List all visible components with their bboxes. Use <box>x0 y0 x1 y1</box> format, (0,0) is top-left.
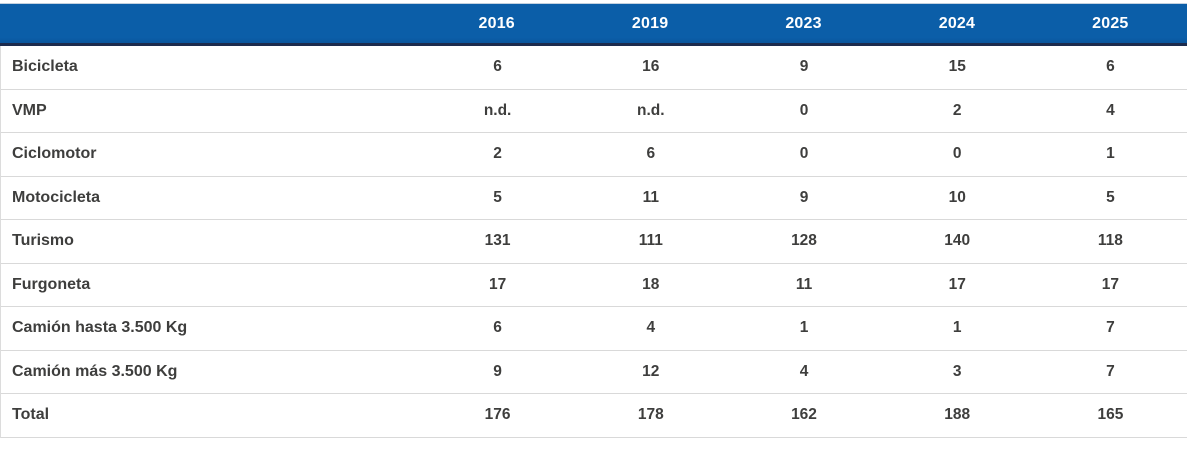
row-value-cell: 9 <box>799 58 809 76</box>
row-value-cell: 0 <box>952 145 962 163</box>
table-row: Bicicleta 6 16 9 15 6 <box>1 46 1187 90</box>
row-value-cell: 17 <box>948 275 966 293</box>
row-value-cell: 162 <box>791 406 817 424</box>
table-row: Camión hasta 3.500 Kg 6 4 1 1 7 <box>1 307 1187 351</box>
header-year-cell: 2016 <box>478 14 515 32</box>
row-value-cell: 3 <box>952 362 962 380</box>
header-year-cell: 2023 <box>785 14 822 32</box>
table-row: Motocicleta 5 11 9 10 5 <box>1 176 1187 220</box>
row-value-cell: 118 <box>1097 232 1123 250</box>
row-value-cell: 128 <box>791 232 817 250</box>
row-value-cell: 9 <box>799 188 809 206</box>
row-value-cell: 7 <box>1106 362 1115 380</box>
row-label: Ciclomotor <box>12 145 97 163</box>
row-value-cell: 6 <box>493 58 502 76</box>
row-value-cell: 7 <box>1106 319 1115 337</box>
row-value-cell: 17 <box>1101 275 1120 293</box>
row-label: Camión hasta 3.500 Kg <box>12 319 188 337</box>
row-value-cell: 1 <box>952 319 962 337</box>
row-value-cell: 6 <box>493 319 502 337</box>
row-value-cell: 9 <box>493 362 502 380</box>
row-value-cell: 10 <box>948 188 966 206</box>
row-value-cell: 12 <box>642 362 660 380</box>
header-year-cell: 2019 <box>631 14 669 32</box>
row-value-cell: 11 <box>642 188 659 206</box>
header-year-cell: 2024 <box>938 14 976 32</box>
row-value-cell: 0 <box>799 101 809 119</box>
row-value-cell: 111 <box>638 232 663 250</box>
row-label: Bicicleta <box>12 58 78 76</box>
row-value-cell: n.d. <box>637 101 665 119</box>
row-value-cell: 15 <box>948 58 966 76</box>
row-label: Furgoneta <box>12 275 91 293</box>
row-value-cell: 140 <box>944 232 971 250</box>
table-row: Camión más 3.500 Kg 9 12 4 3 7 <box>1 350 1187 394</box>
row-value-cell: 1 <box>799 319 809 337</box>
row-value-cell: 4 <box>646 319 656 337</box>
row-label: Camión más 3.500 Kg <box>12 362 178 380</box>
table-row: Furgoneta 17 18 11 17 17 <box>1 263 1187 307</box>
row-value-cell: 11 <box>795 275 813 293</box>
row-value-cell: 188 <box>944 406 971 424</box>
row-value-cell: 131 <box>484 232 511 250</box>
row-value-cell: 2 <box>952 101 962 119</box>
row-value-cell: 165 <box>1097 406 1124 424</box>
row-label: Turismo <box>12 232 74 250</box>
table-row: Turismo 131 111 128 140 118 <box>1 220 1187 264</box>
table-row: Total 176 178 162 188 165 <box>1 394 1187 438</box>
table-row: Ciclomotor 2 6 0 0 1 <box>1 133 1187 177</box>
page: 2016 2019 2023 2024 2025 Bicicleta 6 16 9 15 6 VMP… <box>0 3 1200 449</box>
row-label: Total <box>12 406 50 424</box>
row-label: Motocicleta <box>12 188 101 206</box>
row-value-cell: 0 <box>799 145 809 163</box>
row-value-cell: 5 <box>493 188 502 206</box>
row-value-cell: 4 <box>799 362 809 380</box>
row-value-cell: 2 <box>493 145 502 163</box>
table-body: Bicicleta 6 16 9 15 6 VMP n.d. n.d. 0 2 4 Ciclomotor… <box>0 46 1187 438</box>
table-header-row: 2016 2019 2023 2024 2025 <box>0 3 1187 46</box>
row-value-cell: 178 <box>637 406 664 424</box>
row-value-cell: 17 <box>488 275 507 293</box>
row-value-cell: 6 <box>646 145 656 163</box>
vehicle-by-year-table: 2016 2019 2023 2024 2025 Bicicleta 6 16 9 15 6 VMP… <box>0 3 1187 438</box>
row-label: VMP <box>12 101 47 119</box>
row-value-cell: 176 <box>484 406 511 424</box>
row-value-cell: 6 <box>1106 58 1115 76</box>
row-value-cell: 16 <box>642 58 660 76</box>
row-value-cell: 18 <box>642 275 660 293</box>
header-year-cell: 2025 <box>1092 14 1129 32</box>
row-value-cell: 5 <box>1106 188 1115 206</box>
row-value-cell: n.d. <box>483 101 512 119</box>
row-value-cell: 4 <box>1106 101 1115 119</box>
table-row: VMP n.d. n.d. 0 2 4 <box>1 89 1187 133</box>
row-value-cell: 1 <box>1106 145 1115 163</box>
